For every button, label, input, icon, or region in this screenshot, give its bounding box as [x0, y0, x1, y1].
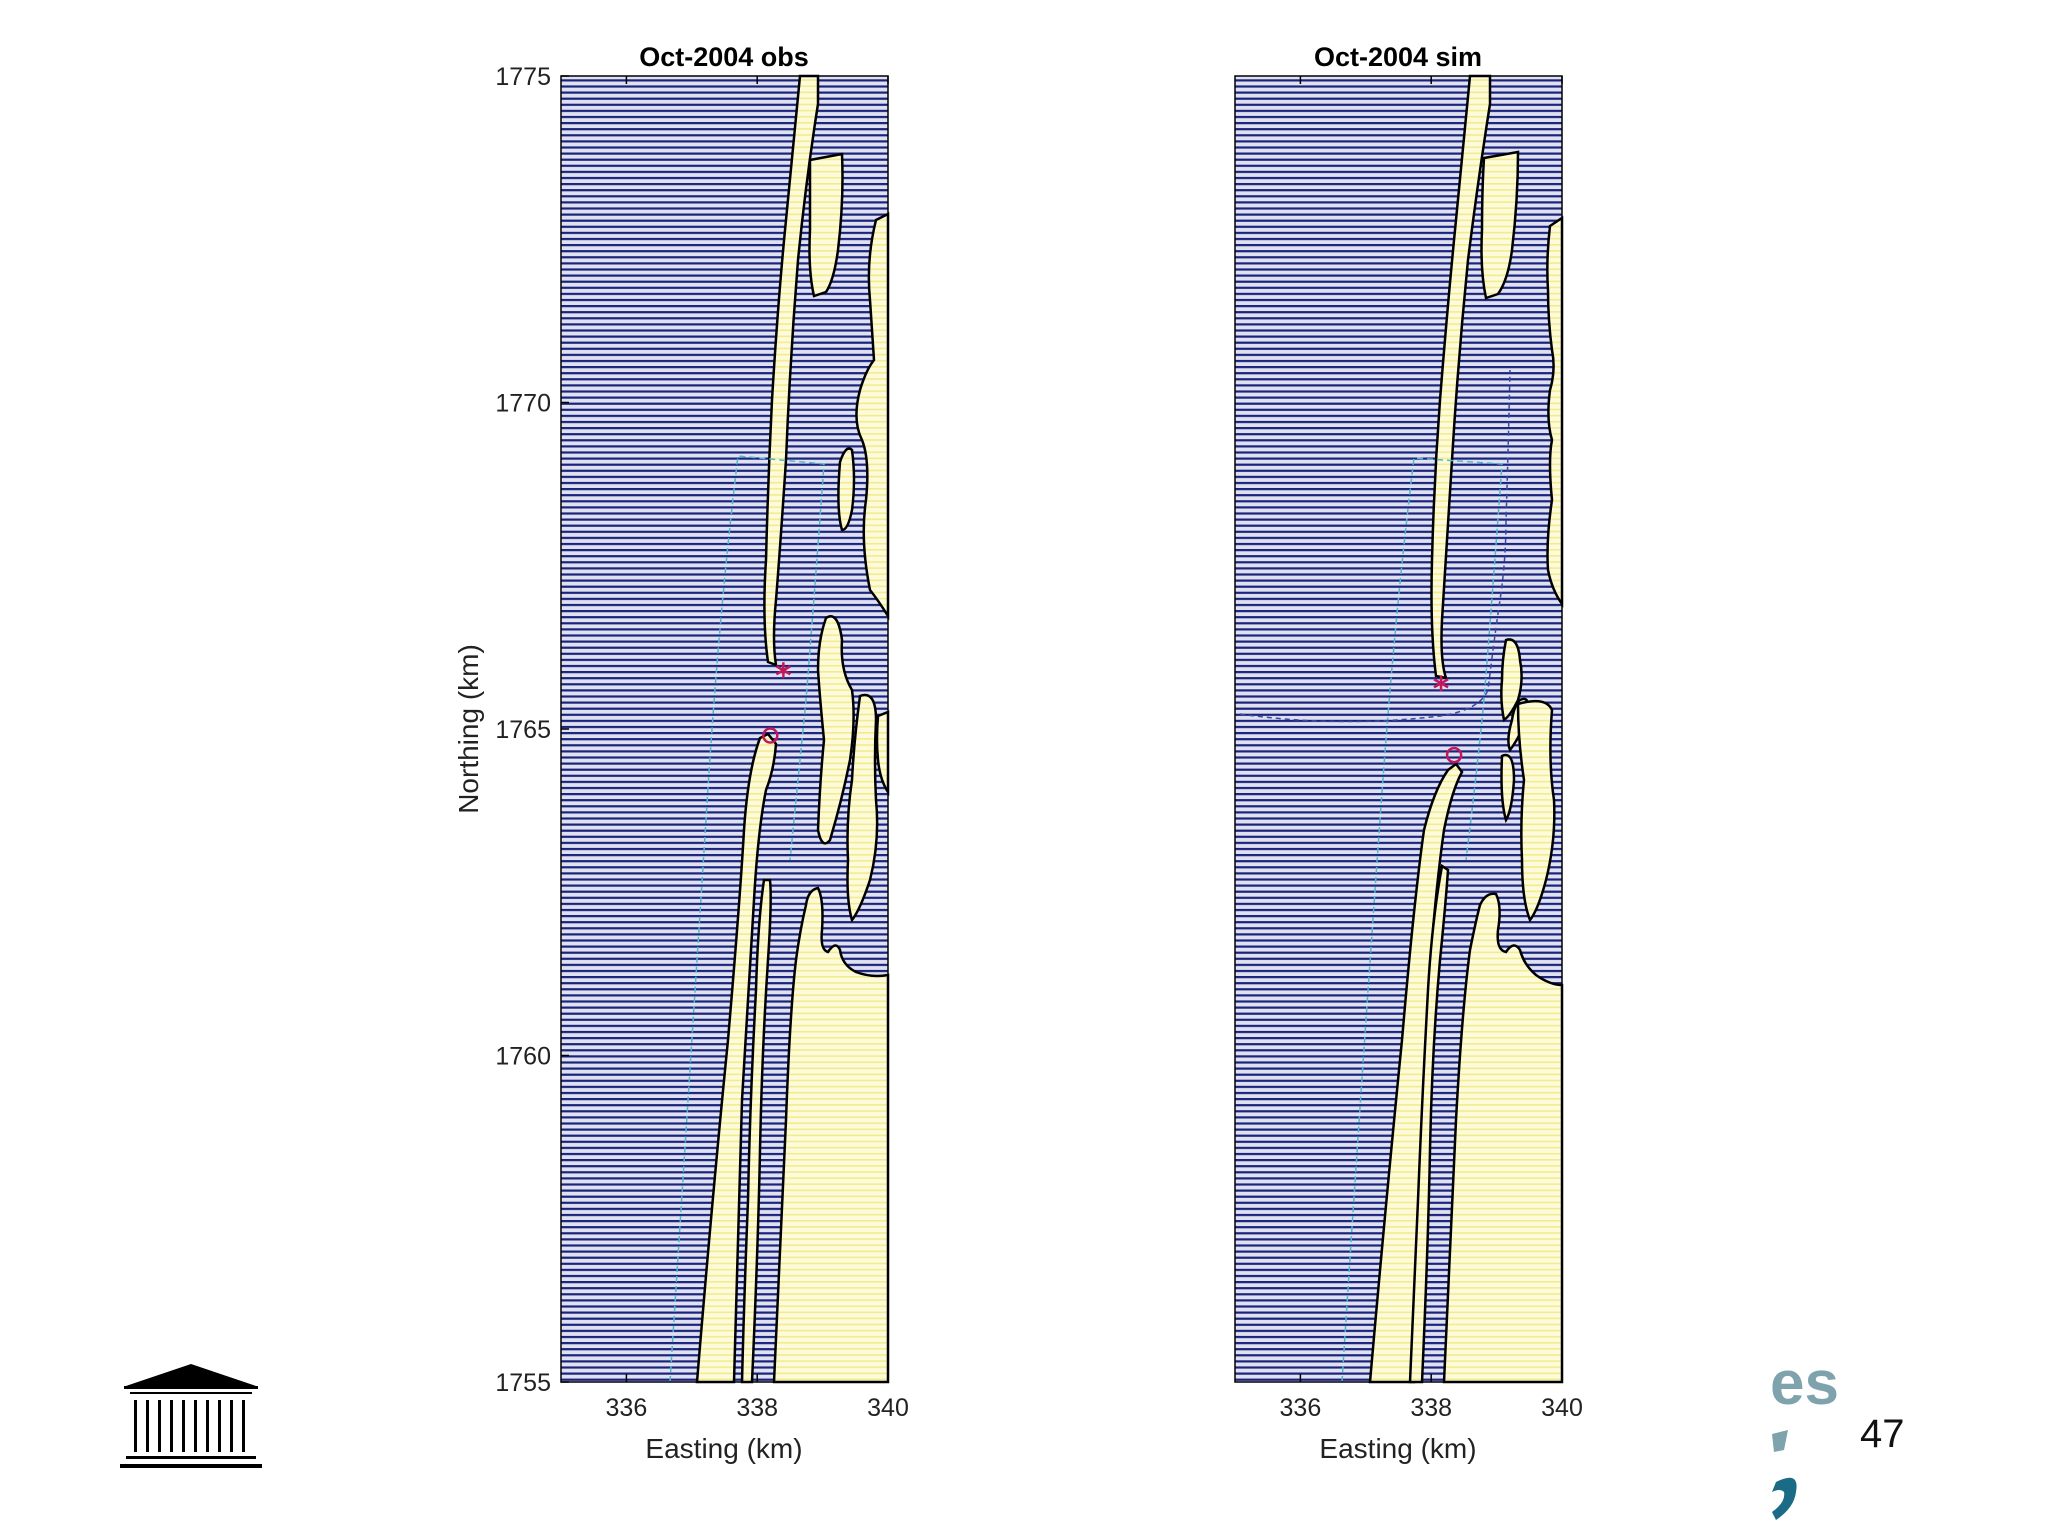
- inner-island-e: [875, 710, 890, 797]
- x-tick-label: 340: [867, 1394, 909, 1422]
- x-tick-label: 336: [606, 1394, 648, 1422]
- mainland-north: [855, 211, 890, 621]
- y-tick-label: 1760: [495, 1043, 551, 1071]
- asterisk-marker: [1433, 675, 1449, 692]
- slide-number: 47: [1860, 1412, 1905, 1456]
- inner-island-e: [1500, 753, 1516, 824]
- y-axis: 1755 1760 1765 1770 1775: [495, 63, 569, 1397]
- channel-bar-south: [1408, 863, 1450, 1384]
- y-tick-label: 1770: [495, 390, 551, 418]
- markers: [1433, 675, 1463, 764]
- circle-marker: [762, 727, 779, 744]
- x-tick-label: 340: [1541, 1394, 1583, 1422]
- map-panel-obs: Oct-2004 obs 336 338 340 17551760176517701…: [453, 42, 909, 1464]
- unesco-logo: [120, 1364, 262, 1468]
- axes-frame: [1234, 75, 1563, 1383]
- track-line: [669, 455, 825, 1383]
- asterisk-stroke: [1433, 678, 1449, 689]
- inner-island-d: [846, 693, 879, 923]
- x-tick-label: 338: [1410, 1394, 1452, 1422]
- track-line: [1341, 457, 1503, 1383]
- x-axis-label: Easting (km): [645, 1433, 802, 1464]
- inner-island-b: [1500, 638, 1523, 723]
- barrier-island-south: [695, 732, 778, 1384]
- x-tick-label: 336: [1280, 1394, 1322, 1422]
- barrier-island-north: [763, 74, 820, 667]
- chart-title: Oct-2004 sim: [1314, 42, 1482, 72]
- mainland-north: [1546, 215, 1564, 608]
- inner-island-d: [1516, 699, 1556, 923]
- y-tick-label: 1775: [495, 63, 551, 91]
- inner-island-a: [1480, 150, 1520, 300]
- y-tick-label: 1755: [495, 1369, 551, 1397]
- x-axis: 336 338 340: [606, 76, 909, 1422]
- inner-island-c: [816, 615, 855, 845]
- mainland-south: [772, 886, 890, 1384]
- asterisk-stroke: [775, 665, 791, 676]
- channel-bar-south: [740, 878, 772, 1384]
- x-axis-label: Easting (km): [1319, 1433, 1476, 1464]
- asterisk-marker: [775, 662, 791, 679]
- x-tick-label: 338: [736, 1394, 778, 1422]
- y-tick-label: 1765: [495, 716, 551, 744]
- land-masses: [1368, 74, 1564, 1384]
- markers: [762, 662, 791, 744]
- chart-title: Oct-2004 obs: [639, 42, 809, 72]
- map-panel-sim: Oct-2004 sim 336 338 340 Easting (km): [1234, 42, 1583, 1464]
- flow-line: [1239, 369, 1511, 723]
- y-axis-label: Northing (km): [453, 644, 484, 814]
- svg-text:es: es: [1770, 1352, 1839, 1418]
- partner-logo-fragment: es: [1770, 1352, 1839, 1520]
- land-masses: [695, 74, 890, 1384]
- mainland-south: [1442, 892, 1564, 1384]
- inner-island-a: [808, 152, 844, 298]
- circle-marker: [1445, 746, 1463, 764]
- inner-island-b: [837, 447, 856, 532]
- x-axis: 336 338 340: [1280, 76, 1583, 1422]
